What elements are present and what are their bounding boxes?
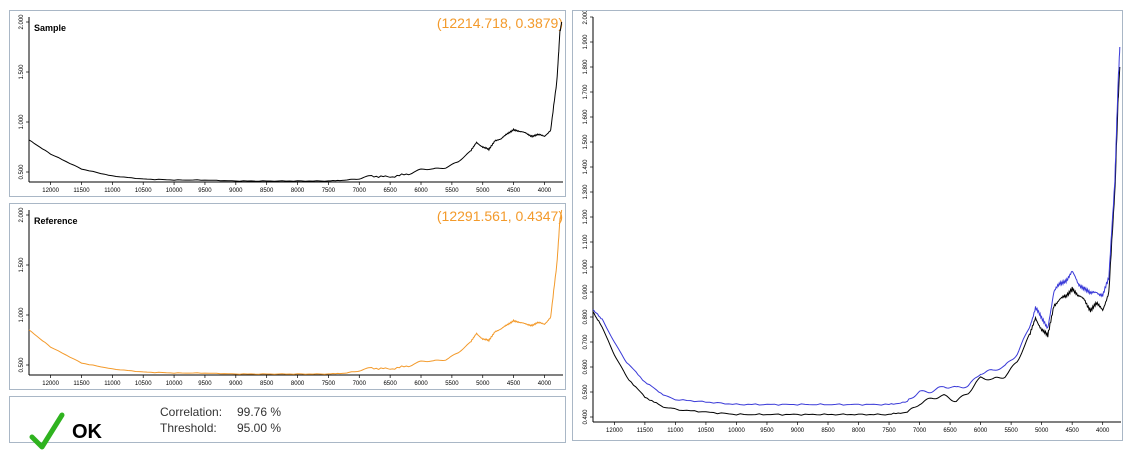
overlay-plot-area[interactable]: 12000 11500 11000 10500 10000 9500 9000 8500 800… (573, 11, 1122, 440)
reference-plot-title: Reference (34, 216, 78, 226)
x-tick-label: 8500 (260, 381, 274, 387)
result-panel: OK Correlation: 99.76 % Threshold: 95.00… (9, 396, 566, 450)
sample-coordinate-readout: (12214.718, 0.3879) (436, 15, 563, 31)
x-tick-label: 8500 (260, 188, 274, 194)
x-tick-label: 4000 (538, 188, 552, 194)
threshold-value: 95.00 % (237, 421, 282, 435)
y-tick-label: 1.400 (583, 159, 589, 175)
y-tick-label: 1.700 (583, 84, 589, 100)
x-tick-label: 5000 (476, 381, 490, 387)
x-tick-label: 6500 (383, 381, 397, 387)
reference-plot-panel: Reference (12291.561, 0.4347) 12000 11500… (9, 203, 566, 390)
x-tick-label: 4500 (507, 188, 521, 194)
x-tick-label: 11500 (73, 381, 90, 387)
x-tick-label: 9000 (791, 428, 805, 434)
spectrum-line-1 (28, 21, 563, 182)
y-tick-label: 0.400 (583, 409, 589, 425)
x-tick-label: 7000 (353, 381, 367, 387)
spectrum-line-2 (592, 46, 1121, 406)
y-tick-label: 2.000 (19, 207, 25, 223)
reference-coordinate-readout: (12291.561, 0.4347) (436, 208, 563, 224)
x-tick-label: 11500 (637, 428, 654, 434)
x-tick-label: 4000 (538, 381, 552, 387)
spectrum-line-1 (592, 66, 1121, 416)
x-tick-label: 7500 (322, 381, 336, 387)
x-tick-label: 7500 (882, 428, 896, 434)
y-tick-label: 1.600 (583, 109, 589, 125)
x-tick-label: 10500 (135, 381, 152, 387)
checkmark-icon (29, 412, 65, 450)
y-tick-label: 1.500 (583, 134, 589, 150)
y-tick-label: 1.300 (583, 184, 589, 200)
y-tick-label: 0.900 (583, 284, 589, 300)
x-tick-label: 7000 (353, 188, 367, 194)
y-tick-label: 0.700 (583, 334, 589, 350)
x-tick-label: 10500 (698, 428, 715, 434)
x-tick-label: 8000 (291, 188, 305, 194)
x-tick-label: 9500 (198, 381, 212, 387)
x-tick-label: 9000 (229, 381, 243, 387)
sample-plot-area[interactable]: 12000 11500 11000 10500 10000 9500 9000 8500 800… (10, 11, 565, 196)
y-tick-label: 2.000 (19, 14, 25, 30)
y-tick-label: 1.000 (19, 307, 25, 323)
spectrum-line-1 (28, 209, 563, 375)
status-label: OK (72, 421, 102, 443)
y-tick-label: 1.100 (583, 234, 589, 250)
x-tick-label: 10000 (728, 428, 745, 434)
x-tick-label: 8500 (821, 428, 835, 434)
sample-plot-panel: Sample (12214.718, 0.3879) 12000 11500 110… (9, 10, 566, 197)
x-tick-label: 4000 (1096, 428, 1110, 434)
x-tick-label: 4500 (507, 381, 521, 387)
x-tick-label: 10500 (135, 188, 152, 194)
y-tick-label: 0.600 (583, 359, 589, 375)
x-tick-label: 10000 (166, 381, 183, 387)
reference-plot-area[interactable]: 12000 11500 11000 10500 10000 9500 9000 8500 800… (10, 204, 565, 389)
correlation-label: Correlation: (160, 405, 223, 419)
x-tick-label: 12000 (42, 188, 59, 194)
x-tick-label: 11000 (104, 188, 121, 194)
y-tick-label: 1.500 (19, 64, 25, 80)
x-tick-label: 9500 (198, 188, 212, 194)
y-tick-label: 2.000 (583, 11, 589, 25)
sample-plot-title: Sample (34, 23, 67, 33)
y-tick-label: 1.500 (19, 257, 25, 273)
x-tick-label: 6000 (414, 188, 428, 194)
x-tick-label: 9000 (229, 188, 243, 194)
x-tick-label: 11500 (73, 188, 90, 194)
x-tick-label: 12000 (42, 381, 59, 387)
y-tick-label: 1.800 (583, 59, 589, 75)
x-tick-label: 5500 (445, 381, 459, 387)
x-tick-label: 5500 (445, 188, 459, 194)
x-tick-label: 6500 (943, 428, 957, 434)
y-tick-label: 0.500 (19, 357, 25, 373)
x-tick-label: 5000 (476, 188, 490, 194)
x-tick-label: 5000 (1035, 428, 1049, 434)
x-tick-label: 7000 (913, 428, 927, 434)
x-tick-label: 6000 (414, 381, 428, 387)
y-tick-label: 1.200 (583, 209, 589, 225)
y-tick-label: 0.800 (583, 309, 589, 325)
x-tick-label: 12000 (606, 428, 623, 434)
y-tick-label: 1.000 (583, 259, 589, 275)
overlay-plot-panel: 12000 11500 11000 10500 10000 9500 9000 8500 800… (572, 10, 1123, 441)
x-tick-label: 4500 (1065, 428, 1079, 434)
x-tick-label: 8000 (291, 381, 305, 387)
y-tick-label: 1.000 (19, 114, 25, 130)
x-tick-label: 9500 (760, 428, 774, 434)
x-tick-label: 5500 (1004, 428, 1018, 434)
x-tick-label: 6500 (383, 188, 397, 194)
x-tick-label: 6000 (974, 428, 988, 434)
x-tick-label: 7500 (322, 188, 336, 194)
y-tick-label: 0.500 (19, 164, 25, 180)
correlation-value: 99.76 % (237, 405, 282, 419)
threshold-label: Threshold: (160, 421, 217, 435)
x-tick-label: 11000 (667, 428, 684, 434)
x-tick-label: 11000 (104, 381, 121, 387)
y-tick-label: 1.900 (583, 34, 589, 50)
x-tick-label: 10000 (166, 188, 183, 194)
x-tick-label: 8000 (852, 428, 866, 434)
y-tick-label: 0.500 (583, 384, 589, 400)
